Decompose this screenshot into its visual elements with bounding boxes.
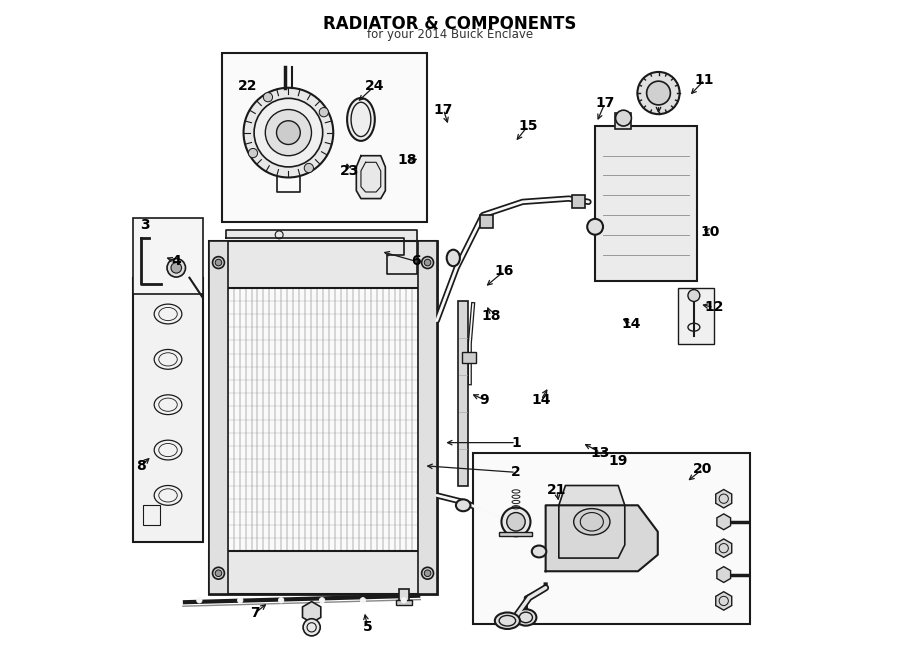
Circle shape: [264, 93, 273, 102]
Ellipse shape: [167, 258, 185, 277]
Circle shape: [424, 570, 431, 576]
Bar: [615, 113, 632, 130]
Circle shape: [421, 256, 434, 268]
Circle shape: [637, 72, 680, 114]
Text: 10: 10: [701, 225, 720, 239]
Bar: [133, 278, 202, 541]
Circle shape: [303, 619, 320, 636]
Bar: [209, 551, 436, 594]
Bar: [209, 241, 436, 288]
Ellipse shape: [446, 250, 460, 266]
Bar: [500, 532, 533, 536]
Ellipse shape: [573, 508, 610, 535]
Circle shape: [320, 108, 328, 117]
Text: 20: 20: [693, 462, 712, 476]
Circle shape: [587, 219, 603, 235]
Bar: [462, 352, 476, 364]
Polygon shape: [545, 505, 658, 571]
Text: 23: 23: [339, 164, 359, 178]
Bar: [209, 241, 228, 594]
Ellipse shape: [456, 499, 471, 511]
Ellipse shape: [347, 98, 374, 141]
Circle shape: [215, 570, 221, 576]
Bar: [480, 215, 493, 228]
Bar: [572, 195, 585, 208]
Text: 11: 11: [695, 73, 715, 87]
Circle shape: [238, 598, 243, 603]
Circle shape: [276, 121, 301, 145]
Circle shape: [616, 110, 632, 126]
Bar: [678, 288, 714, 344]
Text: 5: 5: [363, 620, 373, 635]
Bar: [418, 241, 436, 594]
Text: 1: 1: [511, 436, 521, 449]
Circle shape: [197, 598, 202, 603]
Text: 12: 12: [704, 300, 724, 315]
Circle shape: [360, 598, 365, 603]
Circle shape: [212, 256, 224, 268]
Polygon shape: [559, 486, 625, 558]
Text: 14: 14: [531, 393, 551, 407]
Circle shape: [215, 259, 221, 266]
Text: 18: 18: [482, 309, 500, 323]
Text: 4: 4: [171, 254, 181, 268]
Circle shape: [501, 507, 530, 536]
Text: 13: 13: [590, 446, 610, 459]
Bar: [458, 301, 469, 486]
Circle shape: [401, 598, 407, 603]
Ellipse shape: [516, 609, 536, 626]
Ellipse shape: [171, 262, 182, 273]
Circle shape: [646, 81, 670, 105]
Bar: [143, 505, 160, 525]
Circle shape: [304, 163, 313, 173]
Ellipse shape: [495, 613, 520, 629]
Bar: [595, 126, 698, 281]
Text: 17: 17: [434, 102, 453, 116]
Text: 9: 9: [480, 393, 489, 407]
Circle shape: [688, 290, 700, 301]
Bar: [222, 54, 427, 221]
Text: 21: 21: [547, 483, 567, 497]
Text: 15: 15: [518, 119, 537, 133]
Ellipse shape: [532, 545, 546, 557]
Bar: [396, 600, 411, 605]
Text: 14: 14: [622, 317, 641, 331]
Text: 24: 24: [364, 79, 384, 93]
Circle shape: [421, 567, 434, 579]
Text: 7: 7: [250, 606, 260, 620]
Text: 22: 22: [238, 79, 257, 93]
Circle shape: [278, 598, 284, 603]
Text: RADIATOR & COMPONENTS: RADIATOR & COMPONENTS: [323, 15, 577, 33]
Text: 3: 3: [140, 218, 149, 232]
Polygon shape: [356, 156, 385, 198]
Text: 19: 19: [608, 454, 628, 468]
Text: 18: 18: [398, 153, 417, 167]
Circle shape: [212, 567, 224, 579]
Text: 16: 16: [494, 264, 514, 278]
Circle shape: [254, 98, 323, 167]
Circle shape: [320, 598, 325, 603]
Text: 2: 2: [511, 465, 521, 479]
Circle shape: [424, 259, 431, 266]
Text: 6: 6: [411, 254, 420, 268]
Text: 17: 17: [595, 96, 615, 110]
Circle shape: [248, 149, 257, 158]
Bar: [473, 453, 750, 624]
Text: 8: 8: [137, 459, 146, 473]
Text: for your 2014 Buick Enclave: for your 2014 Buick Enclave: [367, 28, 533, 42]
Circle shape: [266, 110, 311, 156]
Circle shape: [507, 512, 526, 531]
Bar: [209, 241, 436, 594]
Circle shape: [244, 88, 333, 177]
Polygon shape: [226, 230, 417, 274]
Bar: [399, 589, 410, 601]
Bar: [133, 218, 202, 294]
